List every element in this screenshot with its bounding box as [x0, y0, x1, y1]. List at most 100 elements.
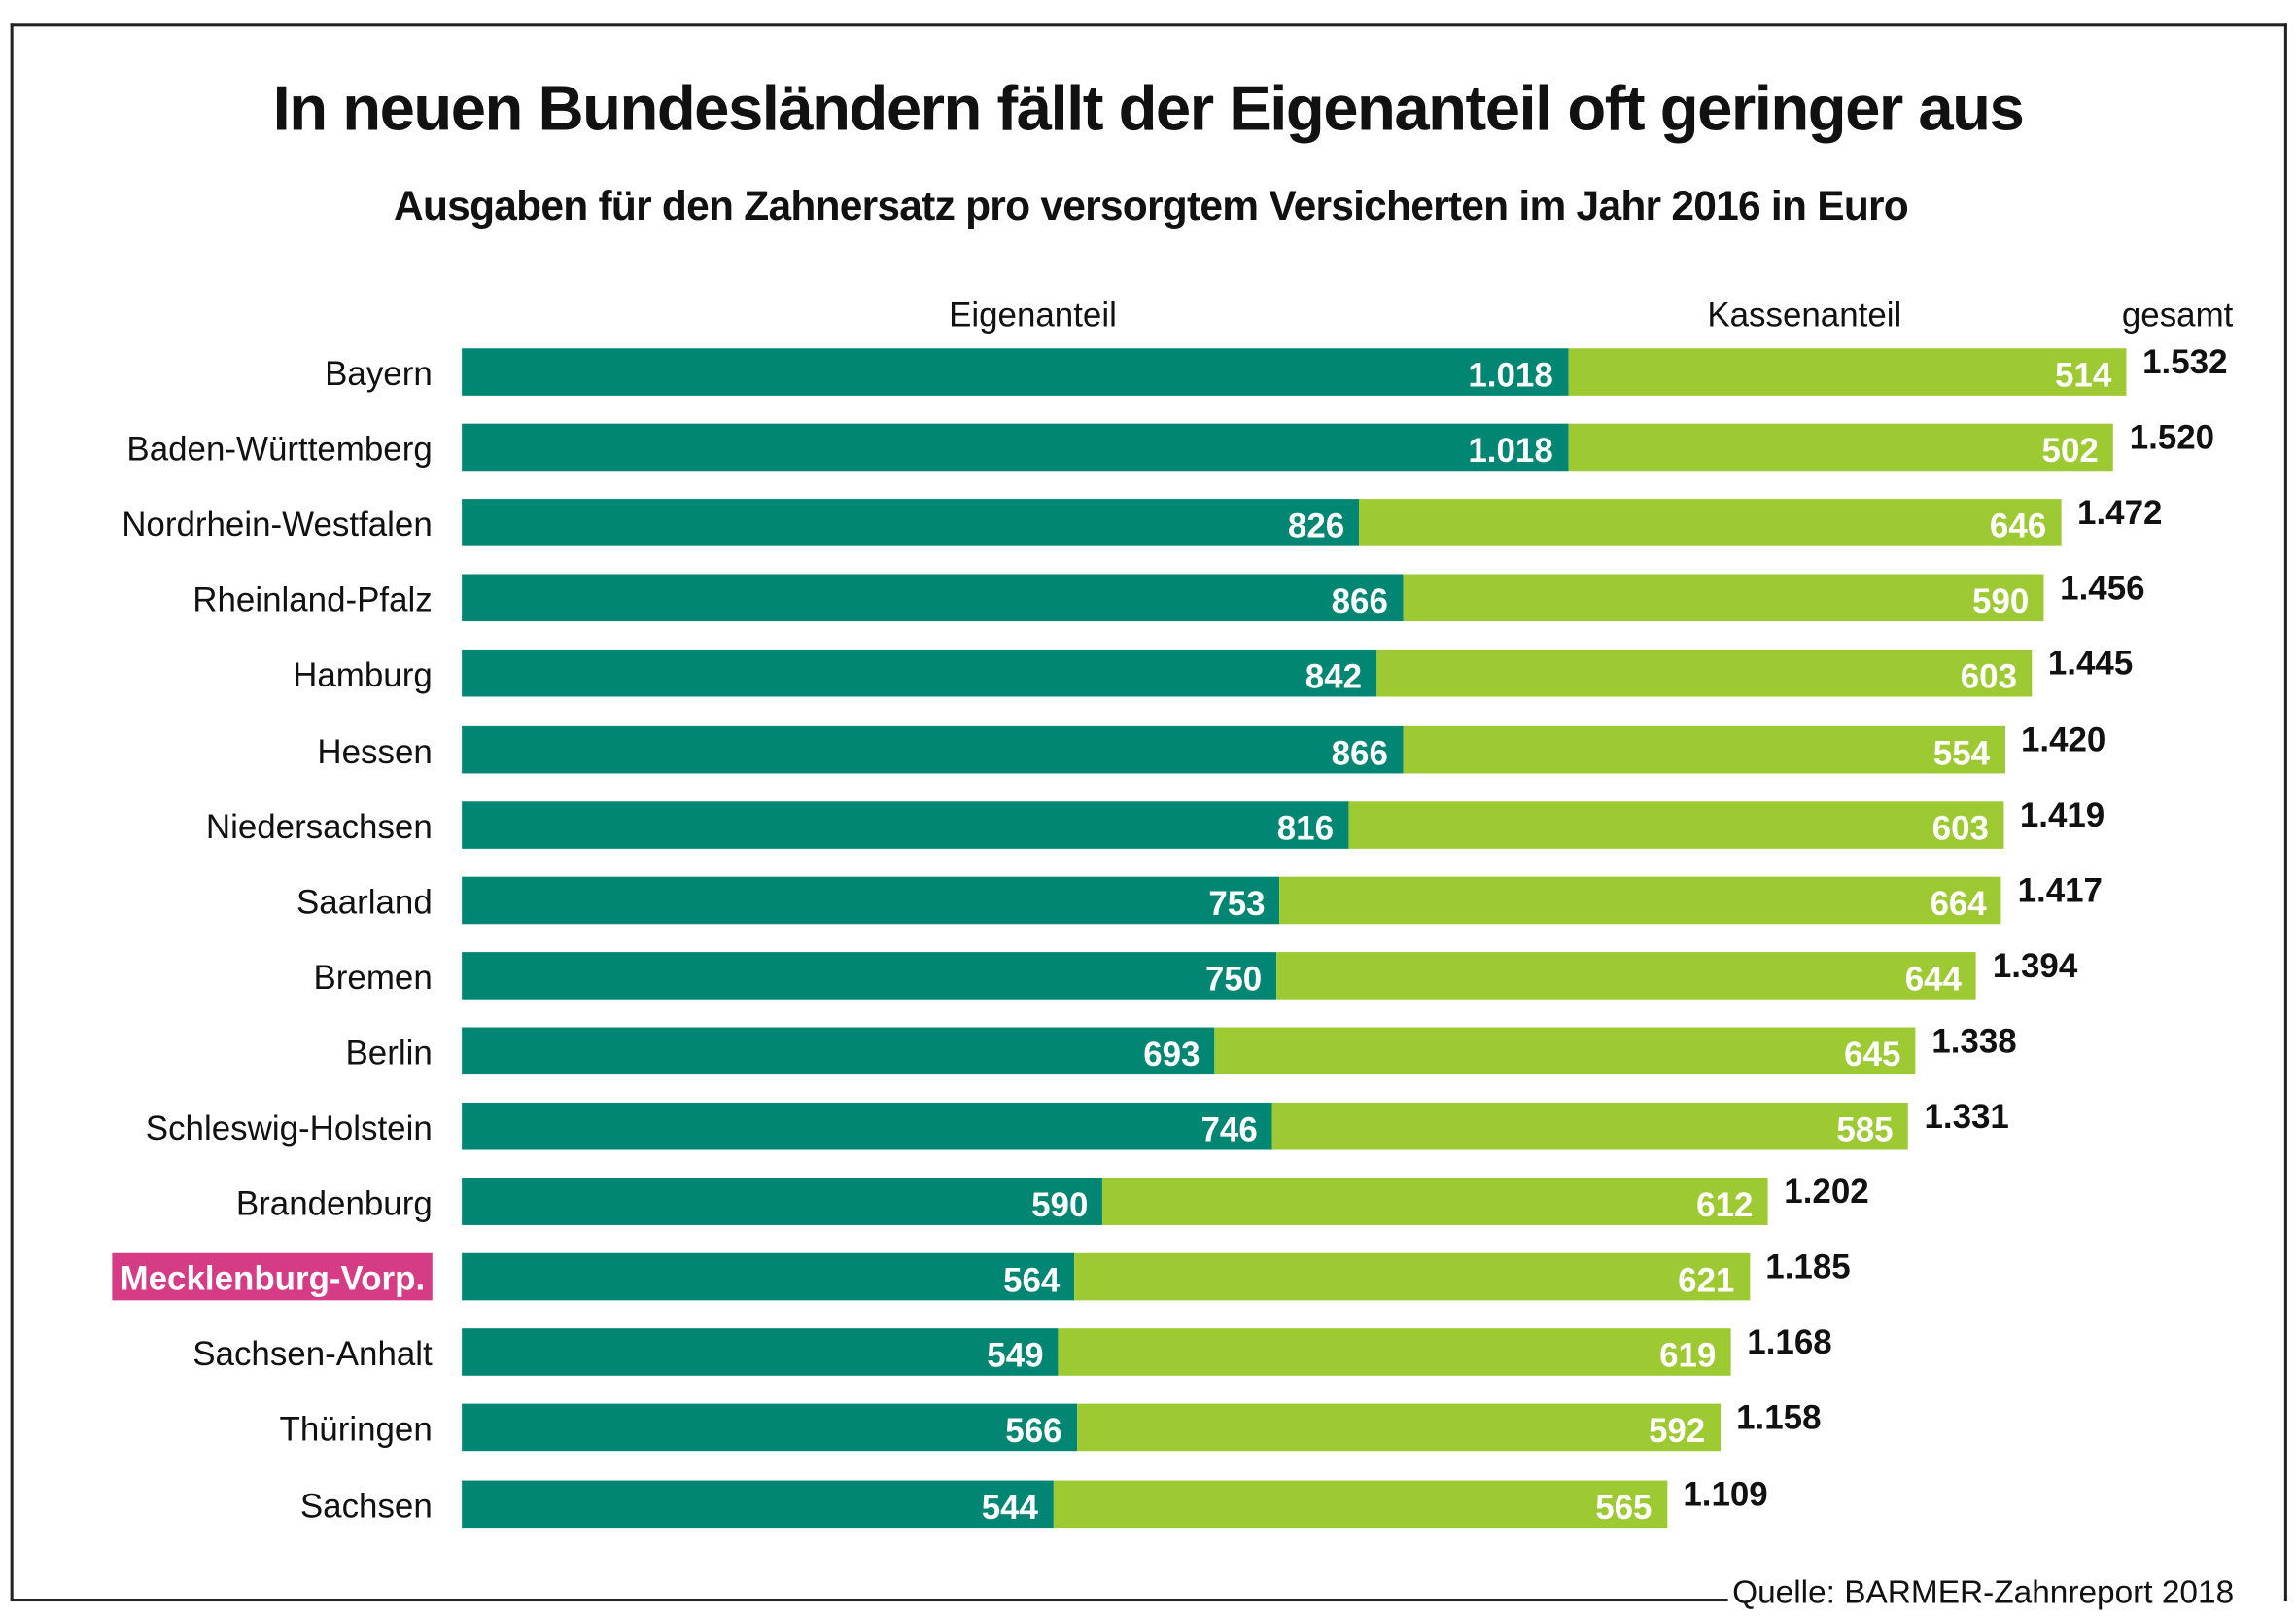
bar-eigenanteil	[462, 1404, 1077, 1452]
total-label: 1.168	[1747, 1322, 1832, 1362]
value-label-eigenanteil: 753	[1208, 883, 1266, 923]
category-label: Niedersachsen	[205, 806, 433, 846]
bar-row: Thüringen 566 592 1.158	[0, 1398, 2296, 1452]
bar-kassenanteil	[1376, 650, 2033, 698]
category-label: Berlin	[345, 1033, 433, 1072]
bar-eigenanteil	[462, 951, 1277, 1000]
bar-row: Schleswig-Holstein 746 585 1.331	[0, 1097, 2296, 1150]
value-label-kassenanteil: 592	[1648, 1411, 1706, 1451]
bar-row: Brandenburg 590 612 1.202	[0, 1172, 2296, 1226]
value-label-eigenanteil: 826	[1287, 506, 1345, 545]
value-label-kassenanteil: 621	[1678, 1260, 1735, 1300]
value-label-kassenanteil: 502	[2041, 431, 2099, 470]
bar-row: Mecklenburg-Vorp. 564 621 1.185	[0, 1248, 2296, 1301]
bar-kassenanteil	[1567, 423, 2113, 472]
value-label-eigenanteil: 750	[1204, 959, 1263, 998]
category-label: Hamburg	[293, 655, 433, 695]
total-label: 1.331	[1924, 1096, 2009, 1136]
total-label: 1.417	[2017, 870, 2103, 909]
bar-kassenanteil	[1058, 1328, 1731, 1377]
value-label-kassenanteil: 514	[2054, 355, 2112, 395]
bar-row: Baden-Württemberg 1.018 502 1.520	[0, 418, 2296, 472]
value-label-kassenanteil: 612	[1696, 1185, 1754, 1224]
chart-subtitle: Ausgaben für den Zahnersatz pro versorgt…	[394, 183, 1909, 229]
value-label-kassenanteil: 619	[1659, 1336, 1717, 1375]
bar-kassenanteil	[1102, 1178, 1768, 1226]
category-label: Thüringen	[279, 1410, 433, 1449]
bar-eigenanteil	[462, 876, 1280, 924]
bar-kassenanteil	[1567, 348, 2127, 396]
total-label: 1.472	[2077, 493, 2163, 532]
value-label-eigenanteil: 1.018	[1468, 355, 1553, 395]
bar-row: Bremen 750 644 1.394	[0, 946, 2296, 1000]
bar-kassenanteil	[1348, 800, 2004, 849]
column-header-eigenanteil: Eigenanteil	[949, 295, 1117, 334]
bar-eigenanteil	[462, 1253, 1075, 1301]
value-label-kassenanteil: 585	[1836, 1109, 1894, 1149]
category-label: Sachsen	[299, 1485, 433, 1525]
bar-row: Sachsen-Anhalt 549 619 1.168	[0, 1323, 2296, 1377]
total-label: 1.532	[2142, 342, 2228, 381]
chart-title: In neuen Bundesländern fällt der Eigenan…	[272, 73, 2025, 145]
category-label: Hessen	[317, 731, 433, 770]
total-label: 1.109	[1683, 1473, 1768, 1513]
category-label: Mecklenburg-Vorp.	[112, 1253, 433, 1301]
value-label-kassenanteil: 664	[1930, 883, 1987, 923]
total-label: 1.394	[1992, 945, 2078, 985]
total-label: 1.185	[1765, 1247, 1851, 1286]
value-label-eigenanteil: 866	[1331, 732, 1388, 772]
bar-eigenanteil	[462, 1102, 1272, 1150]
bar-eigenanteil	[462, 650, 1377, 698]
bar-row: Bayern 1.018 514 1.532	[0, 342, 2296, 396]
total-label: 1.202	[1784, 1172, 1869, 1211]
value-label-kassenanteil: 646	[1989, 506, 2047, 545]
total-label: 1.456	[2060, 568, 2145, 608]
value-label-kassenanteil: 603	[1960, 657, 2017, 696]
category-label: Rheinland-Pfalz	[192, 580, 433, 619]
category-label: Bayern	[325, 354, 433, 393]
value-label-eigenanteil: 564	[1003, 1260, 1061, 1300]
value-label-eigenanteil: 544	[981, 1487, 1038, 1526]
value-label-eigenanteil: 866	[1331, 581, 1388, 621]
value-label-eigenanteil: 1.018	[1468, 431, 1553, 470]
bar-kassenanteil	[1359, 499, 2062, 546]
bar-eigenanteil	[462, 725, 1404, 773]
value-label-eigenanteil: 816	[1276, 808, 1334, 847]
total-label: 1.420	[2020, 720, 2106, 758]
total-label: 1.520	[2129, 417, 2215, 457]
bar-row: Rheinland-Pfalz 866 590 1.456	[0, 569, 2296, 622]
category-label: Bremen	[313, 957, 433, 997]
bar-eigenanteil	[462, 1479, 1054, 1528]
value-label-eigenanteil: 693	[1143, 1034, 1200, 1073]
bar-row: Saarland 753 664 1.417	[0, 870, 2296, 924]
value-label-eigenanteil: 590	[1031, 1185, 1089, 1224]
total-label: 1.419	[2019, 794, 2105, 834]
category-label: Baden-Württemberg	[126, 429, 433, 469]
chart-frame	[10, 23, 2287, 1602]
bar-eigenanteil	[462, 574, 1404, 622]
bar-row: Hamburg 842 603 1.445	[0, 644, 2296, 698]
value-label-kassenanteil: 603	[1931, 808, 1989, 847]
bar-kassenanteil	[1279, 876, 2001, 924]
bar-kassenanteil	[1403, 725, 2005, 773]
bar-eigenanteil	[462, 1328, 1059, 1377]
category-label: Brandenburg	[235, 1183, 433, 1223]
bar-eigenanteil	[462, 1178, 1103, 1226]
bar-eigenanteil	[462, 348, 1568, 396]
category-label: Schleswig-Holstein	[145, 1108, 433, 1147]
bar-row: Sachsen 544 565 1.109	[0, 1474, 2296, 1528]
bar-kassenanteil	[1076, 1404, 1721, 1452]
total-label: 1.158	[1736, 1398, 1822, 1437]
value-label-eigenanteil: 566	[1005, 1411, 1062, 1451]
value-label-eigenanteil: 842	[1305, 657, 1363, 696]
category-label: Saarland	[296, 882, 433, 921]
bar-kassenanteil	[1214, 1027, 1916, 1074]
bar-eigenanteil	[462, 423, 1568, 472]
value-label-kassenanteil: 645	[1844, 1034, 1901, 1073]
bar-kassenanteil	[1271, 1102, 1908, 1150]
total-label: 1.445	[2047, 644, 2134, 683]
total-label: 1.338	[1931, 1021, 2017, 1060]
value-label-eigenanteil: 549	[987, 1336, 1044, 1375]
column-header-gesamt: gesamt	[2121, 295, 2234, 334]
bar-eigenanteil	[462, 499, 1360, 546]
